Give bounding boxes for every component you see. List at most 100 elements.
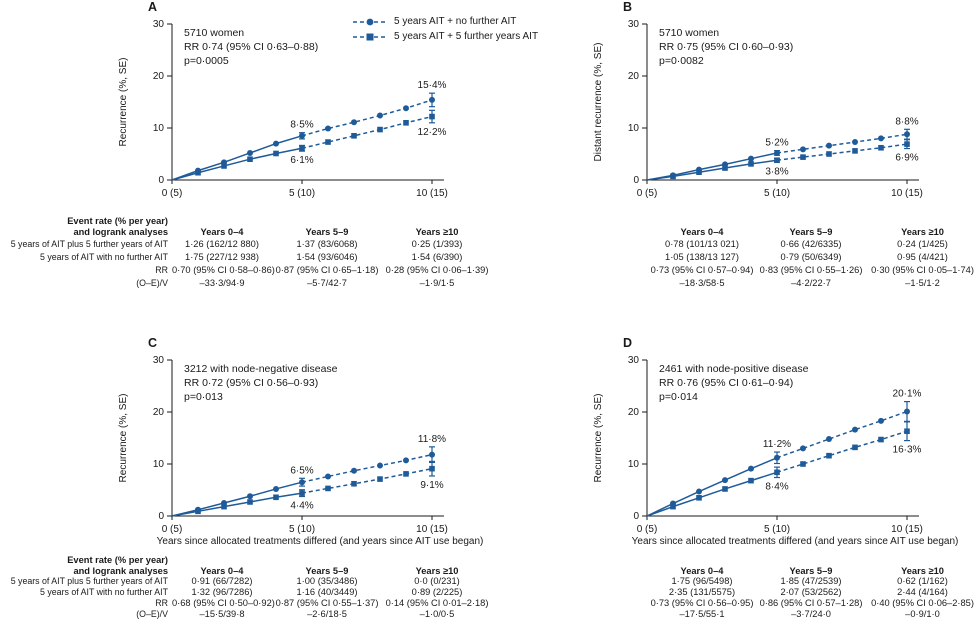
- table-cell: 0·68 (95% CI 0·50–0·92): [172, 598, 275, 608]
- table-row-label: (O–E)/V: [136, 609, 168, 619]
- table-cell: –33·3/94·9: [199, 278, 245, 288]
- table-cell: 0·87 (95% CI 0·55–1·37): [275, 598, 379, 608]
- series-line-solid: [646, 457, 778, 517]
- y-tick-label: 20: [153, 407, 165, 418]
- table-col-header: Years 5–9: [789, 227, 833, 237]
- data-point-circle: [800, 445, 806, 452]
- data-point-square: [852, 148, 858, 154]
- data-point-square: [826, 452, 832, 459]
- data-point-square: [800, 461, 806, 467]
- x-tick-label: 10 (15): [891, 524, 923, 535]
- panel-stat-line: RR 0·76 (95% CI 0·61–0·94): [659, 377, 793, 389]
- chart-c-node-negative: 0 10 20 30 0 (5) 5 (10) 10 (15) Recurrence (%, …: [118, 355, 448, 535]
- data-point-square: [299, 490, 305, 496]
- table-row-label: 5 years of AIT with no further AIT: [40, 587, 168, 597]
- data-point-circle: [748, 465, 754, 472]
- data-point-square: [774, 157, 780, 164]
- panel-a: A 0 10 20 30 0 (5) 5 (10) 10 (15) Recurrence (%…: [110, 0, 490, 214]
- data-point-circle: [722, 477, 728, 484]
- series-line-solid: [646, 159, 778, 181]
- table-cell: –2·6/18·5: [307, 609, 347, 619]
- panel-letter-a: A: [148, 0, 158, 14]
- table-cell: 0·87 (95% CI 0·65–1·18): [275, 265, 379, 275]
- table-row-label: 5 years of AIT plus 5 further years of A…: [10, 576, 168, 586]
- data-point-square: [722, 165, 728, 171]
- panel-stat-line: p=0·013: [184, 391, 223, 403]
- table-cell: 0·89 (2/225): [411, 587, 463, 597]
- point-annotation: 11·8%: [418, 434, 446, 445]
- table-gap: [492, 251, 650, 264]
- x-tick-label: 10 (15): [891, 188, 923, 199]
- x-tick-label: 10 (15): [416, 188, 448, 199]
- table-row-label: 5 years of AIT with no further AIT: [40, 252, 168, 262]
- legend-label: 5 years AIT + 5 further years AIT: [394, 31, 539, 42]
- data-point-circle: [826, 142, 832, 149]
- y-tick-label: 10: [153, 459, 165, 470]
- data-point-circle: [273, 140, 279, 147]
- table-row-label: RR: [155, 265, 168, 275]
- table-header-label: Event rate (% per year) and logrank analy…: [0, 555, 172, 576]
- table-col-header: Years ≥10: [415, 227, 459, 237]
- table-row-label: RR: [155, 598, 168, 608]
- data-point-circle: [852, 426, 858, 433]
- data-point-square: [800, 154, 806, 160]
- x-axis-title: Years since allocated treatments differe…: [631, 536, 959, 547]
- point-annotation: 6·1%: [290, 155, 313, 166]
- x-tick-label: 5 (10): [289, 524, 315, 535]
- table-gap: [492, 598, 650, 609]
- y-tick-label: 30: [153, 355, 165, 366]
- data-point-circle: [351, 467, 357, 474]
- table-gap: [492, 554, 650, 576]
- table-cell: –3·7/24·0: [791, 609, 831, 619]
- table-cell: –0·9/1·0: [905, 609, 940, 619]
- table-cell: 1·00 (35/3486): [296, 576, 358, 586]
- table-cell: 0·0 (0/231): [414, 576, 460, 586]
- panel-stat-line: p=0·0005: [184, 55, 229, 67]
- table-gap: [492, 238, 650, 251]
- table-col-header: Years 0–4: [200, 565, 244, 576]
- data-point-circle: [878, 135, 884, 142]
- table-cell: 0·73 (95% CI 0·56–0·95): [650, 598, 754, 608]
- series-line-solid: [171, 481, 303, 517]
- event-rate-table-top: Event rate (% per year) and logrank analy…: [0, 212, 977, 290]
- y-tick-label: 20: [628, 407, 640, 418]
- point-annotation: 4·4%: [290, 501, 313, 512]
- table-col-header: Years ≥10: [901, 565, 944, 576]
- panel-stat-line: 5710 women: [184, 27, 244, 39]
- table-gap: [492, 609, 650, 620]
- data-point-square: [429, 113, 435, 120]
- point-annotation: 8·4%: [765, 482, 788, 493]
- table-cell: –17·5/55·1: [679, 609, 725, 619]
- point-annotation: 3·8%: [765, 166, 788, 177]
- panel-b: B 0 10 20 30 0 (5) 5 (10) 10 (15) Distant recur…: [585, 0, 965, 214]
- data-point-circle: [299, 479, 305, 486]
- data-point-circle: [273, 485, 279, 492]
- table-cell: 0·30 (95% CI 0·05–1·74): [871, 265, 974, 275]
- table-cell: 1·16 (40/3449): [296, 587, 358, 597]
- table-cell: 1·54 (6/390): [411, 252, 463, 262]
- table-row-label: (O–E)/V: [136, 278, 168, 288]
- point-annotation: 15·4%: [418, 80, 447, 91]
- y-axis-title: Recurrence (%, SE): [118, 394, 129, 483]
- x-tick-label: 0 (5): [637, 524, 658, 535]
- table-cell: –15·5/39·8: [199, 609, 245, 619]
- data-point-circle: [774, 454, 780, 461]
- table-cell: –18·3/58·5: [679, 278, 725, 288]
- data-point-square: [195, 508, 201, 515]
- panel-stat-line: p=0·0082: [659, 55, 704, 67]
- data-point-square: [247, 156, 253, 162]
- series-line-solid: [171, 135, 303, 181]
- data-point-square: [774, 469, 780, 476]
- data-point-square: [696, 495, 702, 501]
- series-line-solid: [646, 471, 778, 517]
- table-cell: –4·2/22·7: [791, 278, 831, 288]
- data-point-circle: [904, 408, 910, 415]
- data-point-circle: [878, 417, 884, 424]
- y-tick-label: 30: [628, 19, 640, 30]
- series-line-dashed: [776, 143, 908, 161]
- table-cell: –1·0/0·5: [419, 609, 455, 619]
- table-cell: 1·75 (227/12 938): [185, 252, 259, 262]
- table-cell: 1·54 (93/6046): [296, 252, 358, 262]
- data-point-square: [878, 436, 884, 443]
